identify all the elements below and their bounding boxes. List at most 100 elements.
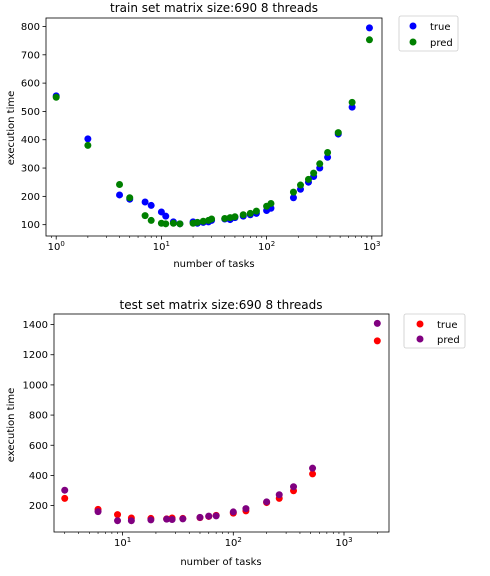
data-point-pred bbox=[297, 181, 304, 189]
data-point-pred bbox=[94, 508, 102, 516]
y-tick-label: 600 bbox=[21, 79, 40, 90]
y-tick-label: 1200 bbox=[23, 350, 48, 361]
data-point-pred bbox=[324, 148, 332, 156]
legend-label-pred: pred bbox=[430, 38, 453, 49]
y-tick-label: 200 bbox=[21, 192, 40, 203]
legend-label-true: true bbox=[437, 320, 458, 331]
data-point-pred bbox=[116, 180, 124, 188]
data-point-true bbox=[157, 208, 165, 216]
data-points bbox=[61, 319, 381, 525]
x-axis-label: number of tasks bbox=[180, 557, 261, 568]
data-point-pred bbox=[310, 169, 318, 177]
legend-label-pred: pred bbox=[437, 335, 460, 346]
chart-title: train set matrix size:690 8 threads bbox=[110, 1, 318, 15]
data-point-pred bbox=[221, 214, 229, 222]
y-tick-label: 200 bbox=[29, 501, 48, 512]
data-point-true bbox=[348, 103, 356, 111]
data-point-true bbox=[324, 153, 332, 161]
data-point-true bbox=[116, 191, 124, 199]
y-tick-label: 100 bbox=[21, 220, 40, 231]
data-point-pred bbox=[289, 188, 297, 196]
legend-marker-pred bbox=[416, 335, 424, 343]
data-point-true bbox=[141, 198, 149, 206]
data-point-pred bbox=[199, 217, 207, 225]
legend-marker-pred bbox=[409, 38, 417, 46]
data-point-pred bbox=[52, 93, 60, 101]
data-point-true bbox=[289, 194, 297, 202]
data-point-true bbox=[147, 201, 155, 209]
data-point-pred bbox=[304, 175, 312, 183]
data-point-pred bbox=[208, 215, 216, 223]
x-tick-label: 102 bbox=[225, 536, 242, 549]
data-point-pred bbox=[126, 194, 134, 202]
y-tick-label: 1400 bbox=[23, 320, 48, 331]
data-point-pred bbox=[127, 517, 135, 525]
y-tick-label: 700 bbox=[21, 50, 40, 61]
data-point-pred bbox=[196, 513, 204, 521]
data-point-pred bbox=[309, 464, 317, 472]
y-tick-label: 300 bbox=[21, 164, 40, 175]
y-axis-label: execution time bbox=[6, 388, 17, 463]
chart-title: test set matrix size:690 8 threads bbox=[119, 298, 322, 312]
legend-label-true: true bbox=[430, 22, 451, 33]
data-point-pred bbox=[147, 516, 155, 524]
axis-ticks: 100 101 102 103 100 200 300 400 500 600 700 800 bbox=[21, 22, 381, 253]
data-point-pred bbox=[163, 515, 171, 523]
legend: true pred bbox=[398, 15, 459, 52]
y-tick-label: 800 bbox=[29, 411, 48, 422]
data-point-true bbox=[309, 470, 317, 478]
y-tick-label: 1000 bbox=[23, 380, 48, 391]
data-point-pred bbox=[231, 213, 239, 221]
y-axis-label: execution time bbox=[6, 91, 17, 166]
x-tick-label: 101 bbox=[114, 536, 131, 549]
data-point-pred bbox=[348, 98, 356, 106]
data-point-true bbox=[162, 212, 170, 220]
data-point-pred bbox=[193, 218, 201, 226]
data-point-pred bbox=[373, 319, 381, 327]
data-point-pred bbox=[239, 211, 247, 219]
data-point-pred bbox=[162, 220, 170, 228]
data-point-pred bbox=[290, 483, 298, 491]
data-point-pred bbox=[334, 129, 342, 137]
data-point-pred bbox=[169, 219, 177, 227]
legend-marker-true bbox=[409, 22, 417, 30]
data-point-pred bbox=[275, 491, 283, 499]
data-point-true bbox=[114, 511, 122, 519]
test-set-chart: test set matrix size:690 8 threads numbe… bbox=[6, 298, 466, 568]
data-point-pred bbox=[267, 199, 275, 207]
data-point-pred bbox=[147, 216, 155, 224]
data-point-true bbox=[373, 337, 381, 345]
data-point-pred bbox=[246, 209, 254, 217]
train-set-chart: train set matrix size:690 8 threads numb… bbox=[6, 1, 459, 270]
x-tick-label: 100 bbox=[48, 240, 65, 253]
data-point-pred bbox=[114, 517, 122, 525]
data-point-pred bbox=[205, 512, 213, 520]
plot-frame bbox=[53, 313, 390, 533]
data-point-pred bbox=[229, 508, 237, 516]
data-point-true bbox=[61, 494, 69, 502]
x-axis-label: number of tasks bbox=[173, 259, 254, 270]
legend-marker-true bbox=[416, 320, 424, 328]
data-point-pred bbox=[263, 498, 271, 506]
y-tick-label: 500 bbox=[21, 107, 40, 118]
data-point-pred bbox=[141, 212, 149, 220]
x-tick-label: 102 bbox=[258, 240, 275, 253]
data-point-pred bbox=[176, 220, 184, 228]
plot-frame bbox=[45, 17, 383, 237]
data-point-pred bbox=[84, 141, 92, 149]
y-tick-label: 400 bbox=[21, 135, 40, 146]
x-tick-label: 101 bbox=[153, 240, 170, 253]
y-tick-label: 600 bbox=[29, 441, 48, 452]
data-point-pred bbox=[316, 160, 324, 168]
data-point-pred bbox=[242, 505, 250, 513]
axis-ticks: 101 102 103 200 400 600 800 1000 1200 1400 bbox=[23, 320, 378, 549]
y-tick-label: 800 bbox=[21, 22, 40, 33]
y-tick-label: 400 bbox=[29, 471, 48, 482]
data-point-pred bbox=[365, 36, 373, 44]
data-point-pred bbox=[179, 515, 187, 523]
data-point-pred bbox=[212, 512, 220, 520]
data-point-pred bbox=[252, 207, 260, 215]
x-tick-label: 103 bbox=[335, 536, 352, 549]
x-tick-label: 103 bbox=[363, 240, 380, 253]
